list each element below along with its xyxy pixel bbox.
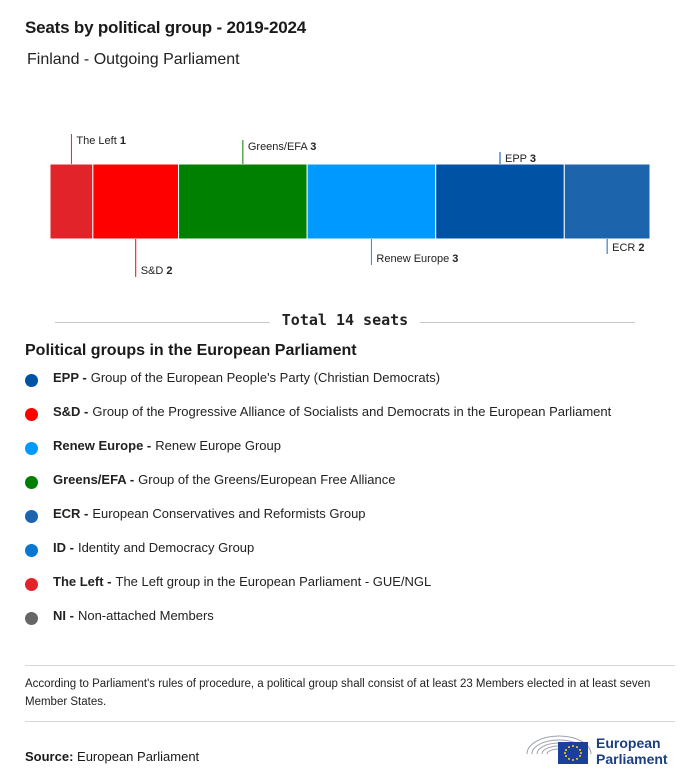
total-seats-label: Total 14 seats [269,311,421,329]
segment-value-s-d: 2 [166,265,172,277]
bar-segment-the-left [49,163,94,240]
segment-label-ecr: ECR 2 [612,242,644,254]
european-parliament-logo: European Parliament [524,728,674,768]
legend-item: Renew Europe - Renew Europe Group [25,438,611,472]
legend-item: NI - Non-attached Members [25,608,611,642]
segment-name-greens-efa: Greens/EFA [248,141,310,153]
legend-abbr: The Left - [53,574,112,589]
legend-abbr: ECR - [53,506,89,521]
legend-abbr: S&D - [53,404,89,419]
logo-wordmark: European Parliament [596,735,668,767]
legend-item: EPP - Group of the European People's Part… [25,370,611,404]
bar-segment-renew-europe [306,163,437,240]
segment-name-ecr: ECR [612,242,638,254]
legend-abbr: Renew Europe - [53,438,152,453]
legend-dot-icon [25,408,38,421]
segment-name-s-d: S&D [141,265,167,277]
rules-note: According to Parliament's rules of proce… [25,665,675,722]
legend-dot-icon [25,612,38,625]
chart-subtitle: Finland - Outgoing Parliament [27,51,240,68]
segment-name-renew-europe: Renew Europe [376,253,452,265]
logo-line-2: Parliament [596,751,668,767]
chart-title: Seats by political group - 2019-2024 [25,18,306,37]
legend-abbr: Greens/EFA - [53,472,135,487]
segment-label-greens-efa: Greens/EFA 3 [248,141,317,153]
legend-dot-icon [25,510,38,523]
segment-label-the-left: The Left 1 [76,135,126,147]
legend-title: Political groups in the European Parliam… [25,342,357,359]
legend-item: ECR - European Conservatives and Reformis… [25,506,611,540]
segment-name-epp: EPP [505,153,530,165]
segment-value-the-left: 1 [120,135,126,147]
legend-dot-icon [25,544,38,557]
legend-item: ID - Identity and Democracy Group [25,540,611,574]
source-line: Source: European Parliament [25,749,199,764]
segment-value-greens-efa: 3 [310,141,316,153]
legend-item: S&D - Group of the Progressive Alliance o… [25,404,611,438]
legend-desc: Group of the European People's Party (Ch… [90,370,441,385]
segment-label-s-d: S&D 2 [141,265,173,277]
legend-abbr: ID - [53,540,74,555]
legend-dot-icon [25,578,38,591]
legend-abbr: NI - [53,608,74,623]
segment-value-ecr: 2 [638,242,644,254]
segment-label-renew-europe: Renew Europe 3 [376,253,458,265]
segment-value-epp: 3 [530,153,536,165]
group-legend: EPP - Group of the European People's Part… [25,370,611,642]
legend-desc: Non-attached Members [77,608,214,623]
legend-desc: European Conservatives and Reformists Gr… [92,506,366,521]
bar-segment-epp [435,163,565,240]
bar-segment-s-d [92,163,180,240]
segment-value-renew-europe: 3 [452,253,458,265]
legend-item: The Left - The Left group in the European… [25,574,611,608]
logo-line-1: European [596,735,661,751]
segment-label-epp: EPP 3 [505,153,536,165]
hemicycle-flag-icon [526,735,592,764]
bar-segment-greens-efa [178,163,308,240]
legend-item: Greens/EFA - Group of the Greens/European… [25,472,611,506]
legend-desc: The Left group in the European Parliamen… [115,574,432,589]
legend-dot-icon [25,442,38,455]
segment-name-the-left: The Left [76,135,119,147]
legend-desc: Group of the Progressive Alliance of Soc… [92,404,612,419]
legend-desc: Identity and Democracy Group [77,540,255,555]
legend-dot-icon [25,374,38,387]
total-seats: Total 14 seats [55,311,635,335]
source-value: European Parliament [77,749,200,764]
legend-abbr: EPP - [53,370,87,385]
legend-desc: Group of the Greens/European Free Allian… [138,472,396,487]
legend-desc: Renew Europe Group [155,438,281,453]
legend-dot-icon [25,476,38,489]
source-label: Source: [25,749,74,764]
bar-segment-ecr [563,163,651,240]
